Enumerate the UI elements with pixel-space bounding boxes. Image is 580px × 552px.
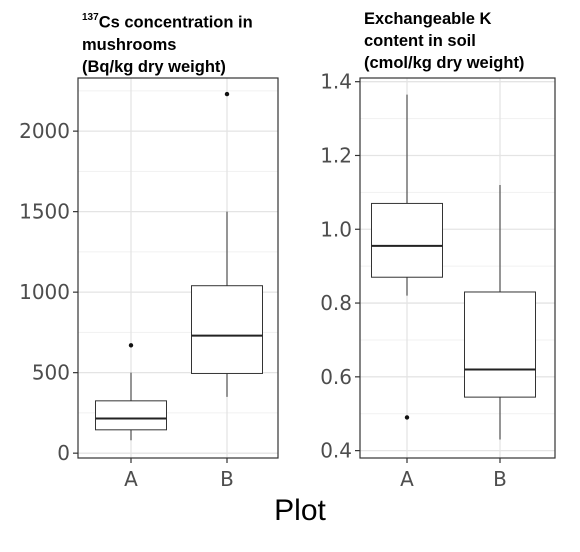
panel-1-title: 137Cs concentration in mushrooms (Bq/kg … xyxy=(82,8,253,78)
panel-1-title-text-1: Cs concentration in xyxy=(98,13,253,32)
panel-2-x-tick-label: B xyxy=(493,467,507,491)
panel-1-box-A-iqr-box xyxy=(95,400,167,431)
panel-2-frame xyxy=(359,77,556,459)
panel-2-box-B-iqr-box xyxy=(464,291,536,398)
panel-1-x-tick-label: B xyxy=(220,467,234,491)
panel-1-y-tick-label: 2000 xyxy=(19,119,70,143)
panel-1-box-B-outlier xyxy=(224,91,230,97)
panel-1-y-tick-label: 0 xyxy=(57,441,70,465)
panel-1-title-line-3: (Bq/kg dry weight) xyxy=(82,57,226,76)
panel-2-y-tick-label: 1.4 xyxy=(320,70,352,94)
panel-2-title-line-3: (cmol/kg dry weight) xyxy=(364,54,525,72)
panel-2-title-line-1: Exchangeable K xyxy=(364,10,492,28)
x-axis-title: Plot xyxy=(274,494,326,527)
panel-2-box-A-outlier xyxy=(404,415,410,420)
panel-2-title-line-2: content in soil xyxy=(364,32,476,50)
panel-2-x-tick-label: A xyxy=(400,467,414,491)
panel-1-title-superscript: 137 xyxy=(82,12,99,23)
panel-2-y-tick-label: 0.4 xyxy=(320,439,352,463)
panel-1-box-B-iqr-box xyxy=(191,285,263,374)
panel-1-y-tick-label: 1500 xyxy=(19,200,70,224)
panel-1-x-tick-label: A xyxy=(124,467,138,491)
panel-1-title-line-1: 137Cs concentration in xyxy=(82,8,253,34)
panel-1-y-tick-label: 1000 xyxy=(19,280,70,304)
panel-2-y-tick-label: 0.6 xyxy=(320,365,352,389)
panel-1-y-tick-label: 500 xyxy=(32,361,70,385)
panel-1-title-line-2: mushrooms xyxy=(82,35,177,54)
panel-1-frame xyxy=(77,77,279,459)
panel-2-y-tick-label: 1.2 xyxy=(320,143,352,167)
panel-2-title: Exchangeable K content in soil (cmol/kg … xyxy=(364,8,524,74)
panel-2-y-tick-label: 0.8 xyxy=(320,291,352,315)
panel-2-box-A-iqr-box xyxy=(371,202,443,278)
panel-1-box-A-outlier xyxy=(128,343,134,348)
panel-2-y-tick-label: 1.0 xyxy=(320,217,352,241)
